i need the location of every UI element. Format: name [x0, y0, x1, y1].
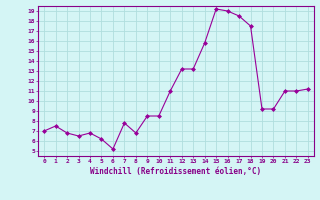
X-axis label: Windchill (Refroidissement éolien,°C): Windchill (Refroidissement éolien,°C): [91, 167, 261, 176]
